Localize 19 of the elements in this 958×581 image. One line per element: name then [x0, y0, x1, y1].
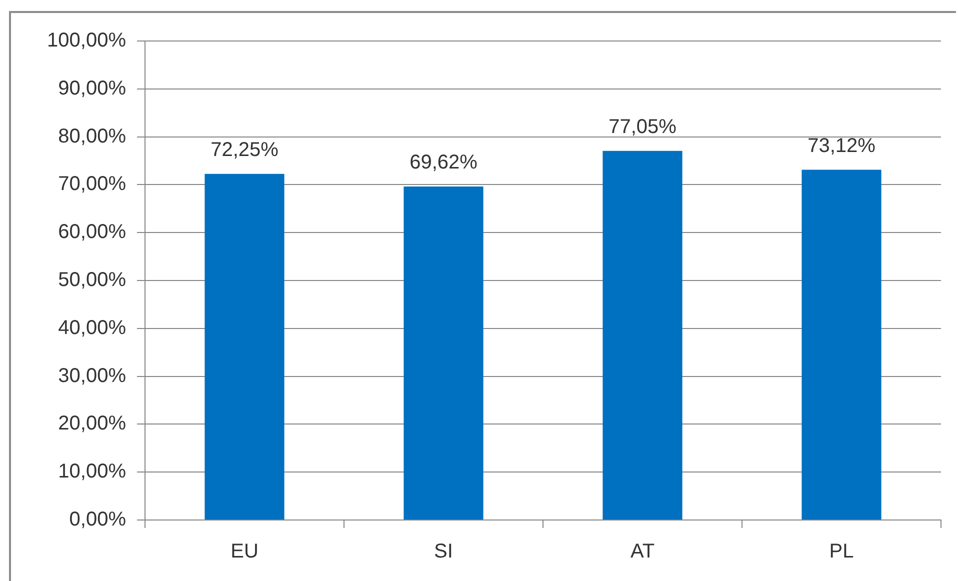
- y-tick-label: 20,00%: [58, 412, 126, 435]
- y-tick-label: 80,00%: [58, 125, 126, 148]
- y-tick-label: 10,00%: [58, 460, 126, 483]
- x-tick-label: EU: [230, 540, 258, 563]
- y-tick-label: 0,00%: [69, 508, 126, 531]
- x-tick-label: AT: [630, 540, 655, 563]
- y-tick-label: 90,00%: [58, 77, 126, 100]
- y-tick-label: 30,00%: [58, 364, 126, 387]
- y-tick-label: 60,00%: [58, 221, 126, 244]
- y-tick-label: 100,00%: [47, 30, 126, 52]
- x-tick-label: PL: [829, 540, 854, 563]
- x-tick-label: SI: [434, 540, 453, 563]
- data-label: 73,12%: [808, 134, 876, 157]
- y-tick-label: 50,00%: [58, 269, 126, 292]
- data-label: 77,05%: [608, 116, 677, 138]
- data-label: 69,62%: [410, 152, 478, 174]
- y-tick-label: 40,00%: [58, 316, 126, 339]
- data-label: 72,25%: [210, 138, 279, 161]
- y-tick-label: 70,00%: [58, 173, 126, 196]
